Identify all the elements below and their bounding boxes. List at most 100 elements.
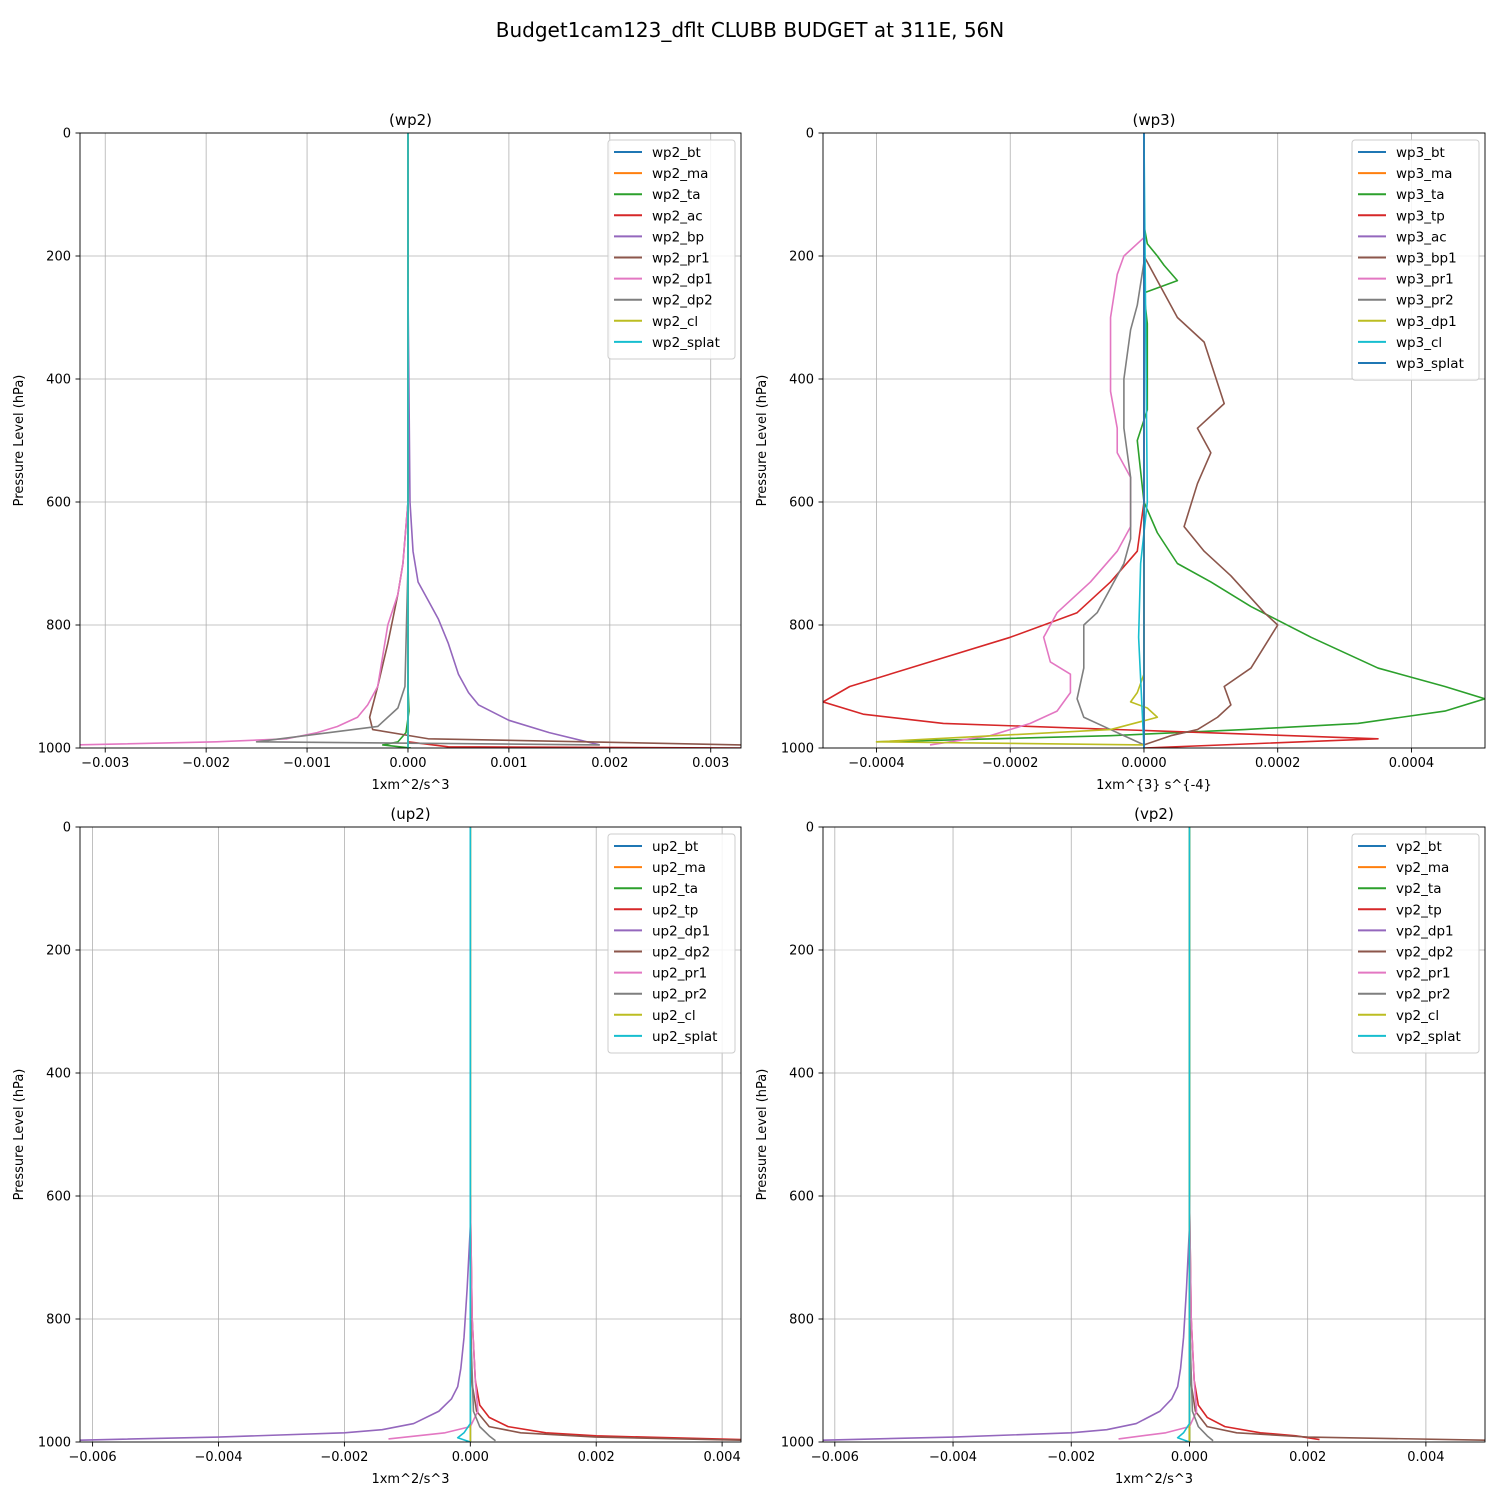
series-line-up2_dp2 [469, 1257, 741, 1441]
legend-entry: wp3_pr1 [1396, 272, 1454, 288]
legend-entry: up2_pr2 [652, 987, 707, 1003]
legend-entry: wp3_ac [1396, 229, 1447, 245]
y-tick-label: 800 [46, 619, 71, 634]
legend-entry: wp3_bt [1396, 145, 1445, 161]
x-tick-label: 0.003 [692, 756, 729, 771]
y-tick-label: 800 [789, 1313, 814, 1328]
y-tick-label: 200 [46, 944, 71, 959]
x-tick-label: −0.006 [811, 1450, 859, 1465]
series-group [80, 133, 741, 748]
series-line-wp2_bp [407, 286, 600, 746]
legend-entry: up2_bt [652, 839, 698, 855]
legend: wp2_bt wp2_ma wp2_ta wp2_ac wp2_bp wp2_pr1 wp2… [607, 139, 736, 360]
x-tick-label: 0.0000 [1121, 756, 1167, 771]
legend-entry: up2_dp1 [652, 923, 710, 939]
y-axis-label: Pressure Level (hPa) [12, 375, 27, 507]
x-tick-label: 0.002 [591, 756, 628, 771]
y-tick-label: 1000 [781, 742, 814, 757]
legend-entry: vp2_pr2 [1396, 987, 1451, 1003]
subplot-0: −0.003 −0.002 −0.001 0.000 0.001 0.002 0.003 0 2… [12, 111, 742, 793]
subplot-title: (wp2) [389, 111, 432, 129]
legend: vp2_bt vp2_ma vp2_ta vp2_tp vp2_dp1 vp2_dp2vp… [1351, 833, 1480, 1054]
y-tick-label: 800 [46, 1313, 71, 1328]
x-tick-label: −0.0004 [848, 756, 904, 771]
legend-entry: wp2_ta [652, 187, 701, 203]
y-tick-label: 600 [789, 496, 814, 511]
legend-entry: vp2_ta [1396, 881, 1441, 897]
legend-entry: wp2_cl [652, 314, 698, 330]
x-tick-label: 0.004 [704, 1450, 741, 1465]
legend-entry: wp3_tp [1396, 208, 1445, 224]
y-tick-label: 600 [46, 496, 71, 511]
series-line-up2_splat [456, 827, 472, 1442]
y-tick-label: 0 [63, 127, 71, 142]
series-line-wp3_dp1 [875, 502, 1159, 746]
y-tick-label: 200 [46, 250, 71, 265]
legend-entry: wp2_dp1 [652, 272, 713, 288]
legend-entry: wp3_ma [1396, 166, 1452, 182]
legend-entry: wp3_pr2 [1396, 293, 1454, 309]
y-axis-label: Pressure Level (hPa) [755, 1069, 770, 1201]
x-axis-label: 1xm^2/s^3 [371, 778, 449, 793]
legend-entry: up2_cl [652, 1008, 696, 1024]
legend-entry: vp2_pr1 [1396, 966, 1451, 982]
subplot-3: −0.006 −0.004 −0.002 0.000 0.002 0.004 0 200 400… [755, 805, 1486, 1487]
y-tick-label: 600 [789, 1190, 814, 1205]
x-tick-label: 0.001 [490, 756, 527, 771]
series-line-wp3_pr2 [1076, 262, 1145, 746]
x-tick-label: 0.000 [1171, 1450, 1208, 1465]
x-tick-label: −0.002 [1047, 1450, 1095, 1465]
x-tick-label: −0.004 [194, 1450, 242, 1465]
legend-entry: vp2_cl [1396, 1008, 1439, 1024]
legend-entry: up2_tp [652, 902, 698, 918]
legend-entry: vp2_dp2 [1396, 945, 1454, 961]
series-line-up2_pr1 [388, 1195, 479, 1440]
series-line-vp2_pr1 [1118, 1195, 1198, 1440]
series-group [823, 827, 1485, 1442]
legend-entry: up2_ma [652, 860, 706, 876]
y-axis-label: Pressure Level (hPa) [12, 1069, 27, 1201]
legend-entry: wp3_bp1 [1396, 251, 1457, 267]
series-line-wp3_cl [1137, 133, 1149, 748]
y-tick-label: 200 [789, 944, 814, 959]
series-line-wp3_tp [823, 133, 1379, 748]
y-tick-label: 400 [789, 373, 814, 388]
y-tick-label: 400 [789, 1067, 814, 1082]
legend-entry: wp2_pr1 [652, 251, 710, 267]
series-line-vp2_splat [1176, 827, 1191, 1442]
series-line-up2_dp1 [80, 1226, 472, 1441]
series-line-wp3_pr1 [929, 236, 1145, 746]
legend: up2_bt up2_ma up2_ta up2_tp up2_dp1 up2_dp2up… [607, 833, 736, 1054]
legend: wp3_bt wp3_ma wp3_ta wp3_tp wp3_ac wp3_bp1 wp3… [1351, 139, 1480, 381]
series-line-wp3_ta [876, 225, 1485, 743]
legend-entry: wp2_bp [652, 229, 704, 245]
y-tick-label: 1000 [38, 742, 71, 757]
x-axis-label: 1xm^2/s^3 [1115, 1472, 1193, 1487]
x-tick-label: 0.000 [452, 1450, 489, 1465]
x-tick-label: 0.002 [578, 1450, 615, 1465]
legend-entry: vp2_ma [1396, 860, 1449, 876]
x-tick-label: 0.0004 [1389, 756, 1435, 771]
y-tick-label: 0 [806, 821, 814, 836]
legend-entry: wp2_ma [652, 166, 708, 182]
series-line-wp2_dp2 [255, 563, 600, 746]
y-tick-label: 800 [789, 619, 814, 634]
subplot-title: (up2) [390, 805, 430, 823]
series-group [823, 133, 1485, 748]
y-tick-label: 400 [46, 373, 71, 388]
y-tick-label: 0 [806, 127, 814, 142]
axes-frame [822, 132, 1486, 749]
y-tick-label: 400 [46, 1067, 71, 1082]
legend-entry: vp2_dp1 [1396, 923, 1454, 939]
legend-entry: up2_ta [652, 881, 698, 897]
subplot-2: −0.006 −0.004 −0.002 0.000 0.002 0.004 0 200 400… [12, 805, 742, 1487]
legend-entry: vp2_bt [1396, 839, 1442, 855]
axes-frame [79, 132, 742, 749]
subplot-1: −0.0004 −0.0002 0.0000 0.0002 0.0004 0 200 400 6… [755, 111, 1486, 793]
figure-title: Budget1cam123_dflt CLUBB BUDGET at 311E,… [496, 18, 1004, 42]
x-tick-label: −0.004 [929, 1450, 977, 1465]
subplot-title: (vp2) [1134, 805, 1174, 823]
series-line-vp2_pr2 [1188, 1318, 1214, 1442]
